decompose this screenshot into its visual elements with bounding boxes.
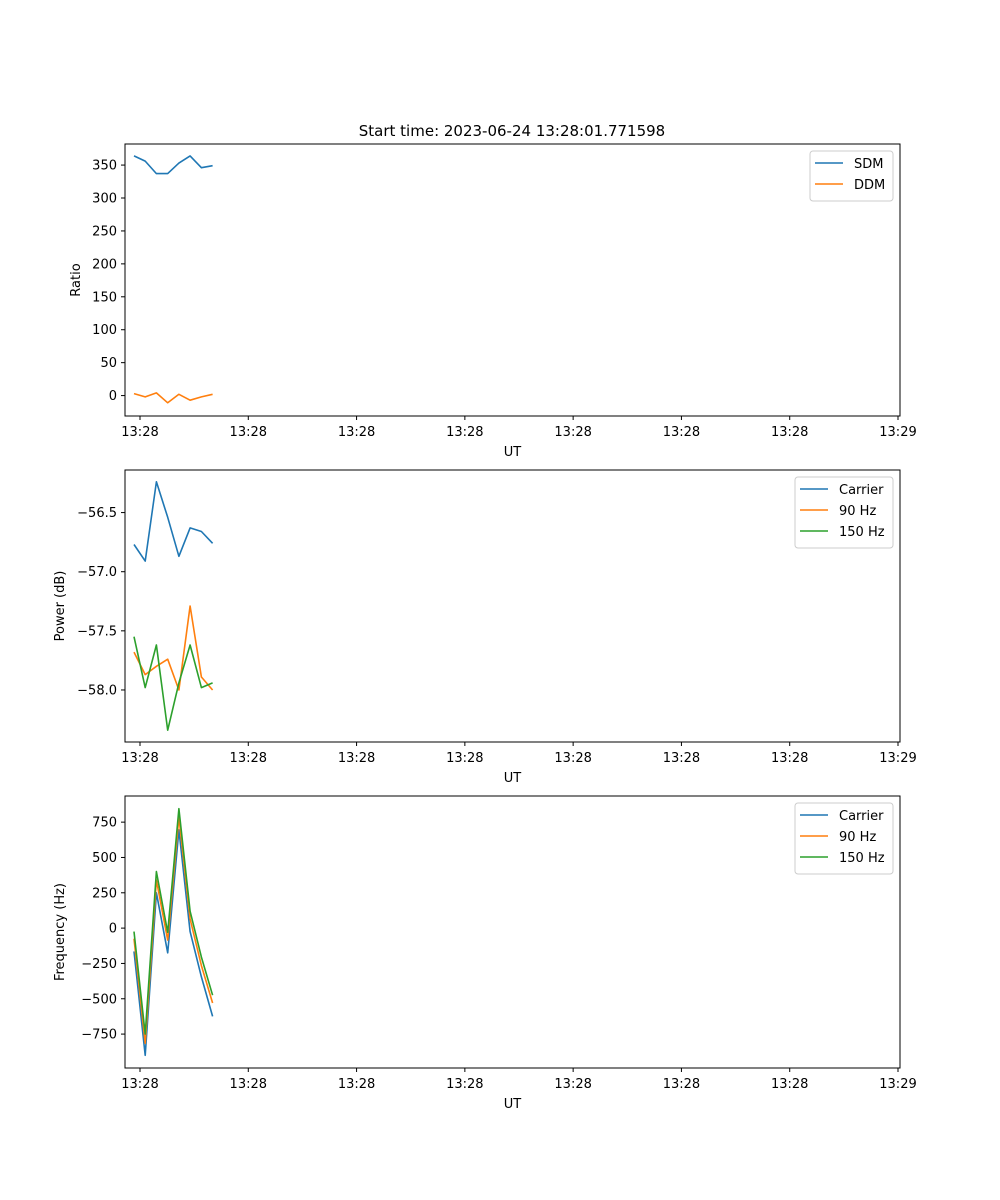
x-tick-label: 13:28 bbox=[663, 751, 700, 766]
series-line-150-hz bbox=[133, 636, 213, 732]
x-tick-label: 13:28 bbox=[663, 425, 700, 440]
figure-title: Start time: 2023-06-24 13:28:01.771598 bbox=[359, 122, 665, 140]
y-tick-label: −57.5 bbox=[77, 624, 117, 639]
y-tick-label: −58.0 bbox=[77, 683, 117, 698]
legend: Carrier 90 Hz 150 Hz bbox=[794, 476, 894, 549]
x-tick-label: 13:28 bbox=[663, 1077, 700, 1092]
chart-panel-2: 13:28 13:28 13:28 13:28 13:28 13:28 13:28 13:29… bbox=[53, 469, 917, 786]
legend-label: SDM bbox=[854, 157, 883, 172]
legend: SDM DDM bbox=[809, 150, 894, 202]
y-tick-label: −250 bbox=[81, 957, 117, 972]
x-tick-label: 13:28 bbox=[446, 751, 483, 766]
plot-area bbox=[124, 795, 901, 1069]
y-tick-label: 500 bbox=[92, 851, 117, 866]
x-tick-label: 13:28 bbox=[121, 751, 158, 766]
legend: Carrier 90 Hz 150 Hz bbox=[794, 802, 894, 875]
y-axis-label: Ratio bbox=[69, 263, 84, 296]
y-tick-label: 250 bbox=[92, 224, 117, 239]
x-tick-label: 13:28 bbox=[230, 425, 267, 440]
x-tick-label: 13:28 bbox=[338, 425, 375, 440]
x-axis-label: UT bbox=[504, 445, 522, 460]
y-tick-label: −57.0 bbox=[77, 565, 117, 580]
x-tick-label: 13:28 bbox=[338, 1077, 375, 1092]
chart-panel-3: 13:28 13:28 13:28 13:28 13:28 13:28 13:28 13:29… bbox=[53, 795, 917, 1112]
x-tick-label: 13:28 bbox=[121, 1077, 158, 1092]
x-axis-label: UT bbox=[504, 771, 522, 786]
y-tick-label: 150 bbox=[92, 290, 117, 305]
x-tick-label: 13:29 bbox=[879, 425, 916, 440]
y-tick-label: −750 bbox=[81, 1028, 117, 1043]
y-tick-label: 0 bbox=[109, 389, 117, 404]
legend-label: 90 Hz bbox=[839, 504, 876, 519]
x-tick-label: 13:28 bbox=[554, 1077, 591, 1092]
x-tick-label: 13:28 bbox=[771, 425, 808, 440]
legend-label: 150 Hz bbox=[839, 525, 885, 540]
y-tick-label: 50 bbox=[100, 356, 117, 371]
y-tick-label: 300 bbox=[92, 192, 117, 207]
x-tick-label: 13:28 bbox=[771, 1077, 808, 1092]
y-axis-label: Frequency (Hz) bbox=[53, 883, 68, 981]
y-tick-label: 350 bbox=[92, 159, 117, 174]
series-line-carrier bbox=[133, 829, 214, 1057]
panels: 13:28 13:28 13:28 13:28 13:28 13:28 13:28 13:29… bbox=[53, 143, 917, 1112]
plot-area bbox=[124, 143, 901, 417]
y-tick-label: 0 bbox=[109, 922, 117, 937]
y-tick-label: −500 bbox=[81, 992, 117, 1007]
series-line-sdm bbox=[133, 155, 213, 175]
chart-panel-1: 13:28 13:28 13:28 13:28 13:28 13:28 13:28 13:29… bbox=[69, 143, 917, 460]
legend-label: 150 Hz bbox=[839, 851, 885, 866]
x-tick-label: 13:28 bbox=[771, 751, 808, 766]
y-tick-label: 200 bbox=[92, 257, 117, 272]
x-tick-label: 13:28 bbox=[230, 1077, 267, 1092]
x-tick-label: 13:28 bbox=[554, 425, 591, 440]
x-tick-label: 13:28 bbox=[121, 425, 158, 440]
x-tick-label: 13:28 bbox=[446, 425, 483, 440]
legend-label: Carrier bbox=[839, 483, 884, 498]
x-tick-label: 13:29 bbox=[879, 1077, 916, 1092]
y-axis-label: Power (dB) bbox=[53, 571, 68, 642]
x-tick-label: 13:28 bbox=[554, 751, 591, 766]
x-tick-label: 13:28 bbox=[230, 751, 267, 766]
legend-label: DDM bbox=[854, 178, 885, 193]
y-tick-label: −56.5 bbox=[77, 506, 117, 521]
y-tick-label: 250 bbox=[92, 886, 117, 901]
series-line-90-hz bbox=[133, 605, 214, 691]
series-line-ddm bbox=[133, 392, 213, 404]
legend-label: 90 Hz bbox=[839, 830, 876, 845]
series-line-carrier bbox=[133, 480, 214, 562]
x-tick-label: 13:29 bbox=[879, 751, 916, 766]
plot-area bbox=[124, 469, 901, 743]
x-tick-label: 13:28 bbox=[446, 1077, 483, 1092]
y-tick-label: 750 bbox=[92, 816, 117, 831]
y-tick-label: 100 bbox=[92, 323, 117, 338]
legend-label: Carrier bbox=[839, 809, 884, 824]
x-axis-label: UT bbox=[504, 1097, 522, 1112]
series-line-150-hz bbox=[133, 807, 214, 1035]
x-tick-label: 13:28 bbox=[338, 751, 375, 766]
